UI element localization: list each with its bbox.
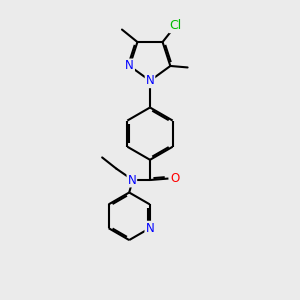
Text: N: N — [128, 173, 136, 187]
Text: N: N — [125, 59, 134, 73]
Text: Cl: Cl — [169, 19, 182, 32]
Text: N: N — [146, 222, 154, 235]
Text: N: N — [146, 74, 154, 87]
Text: O: O — [170, 172, 180, 185]
